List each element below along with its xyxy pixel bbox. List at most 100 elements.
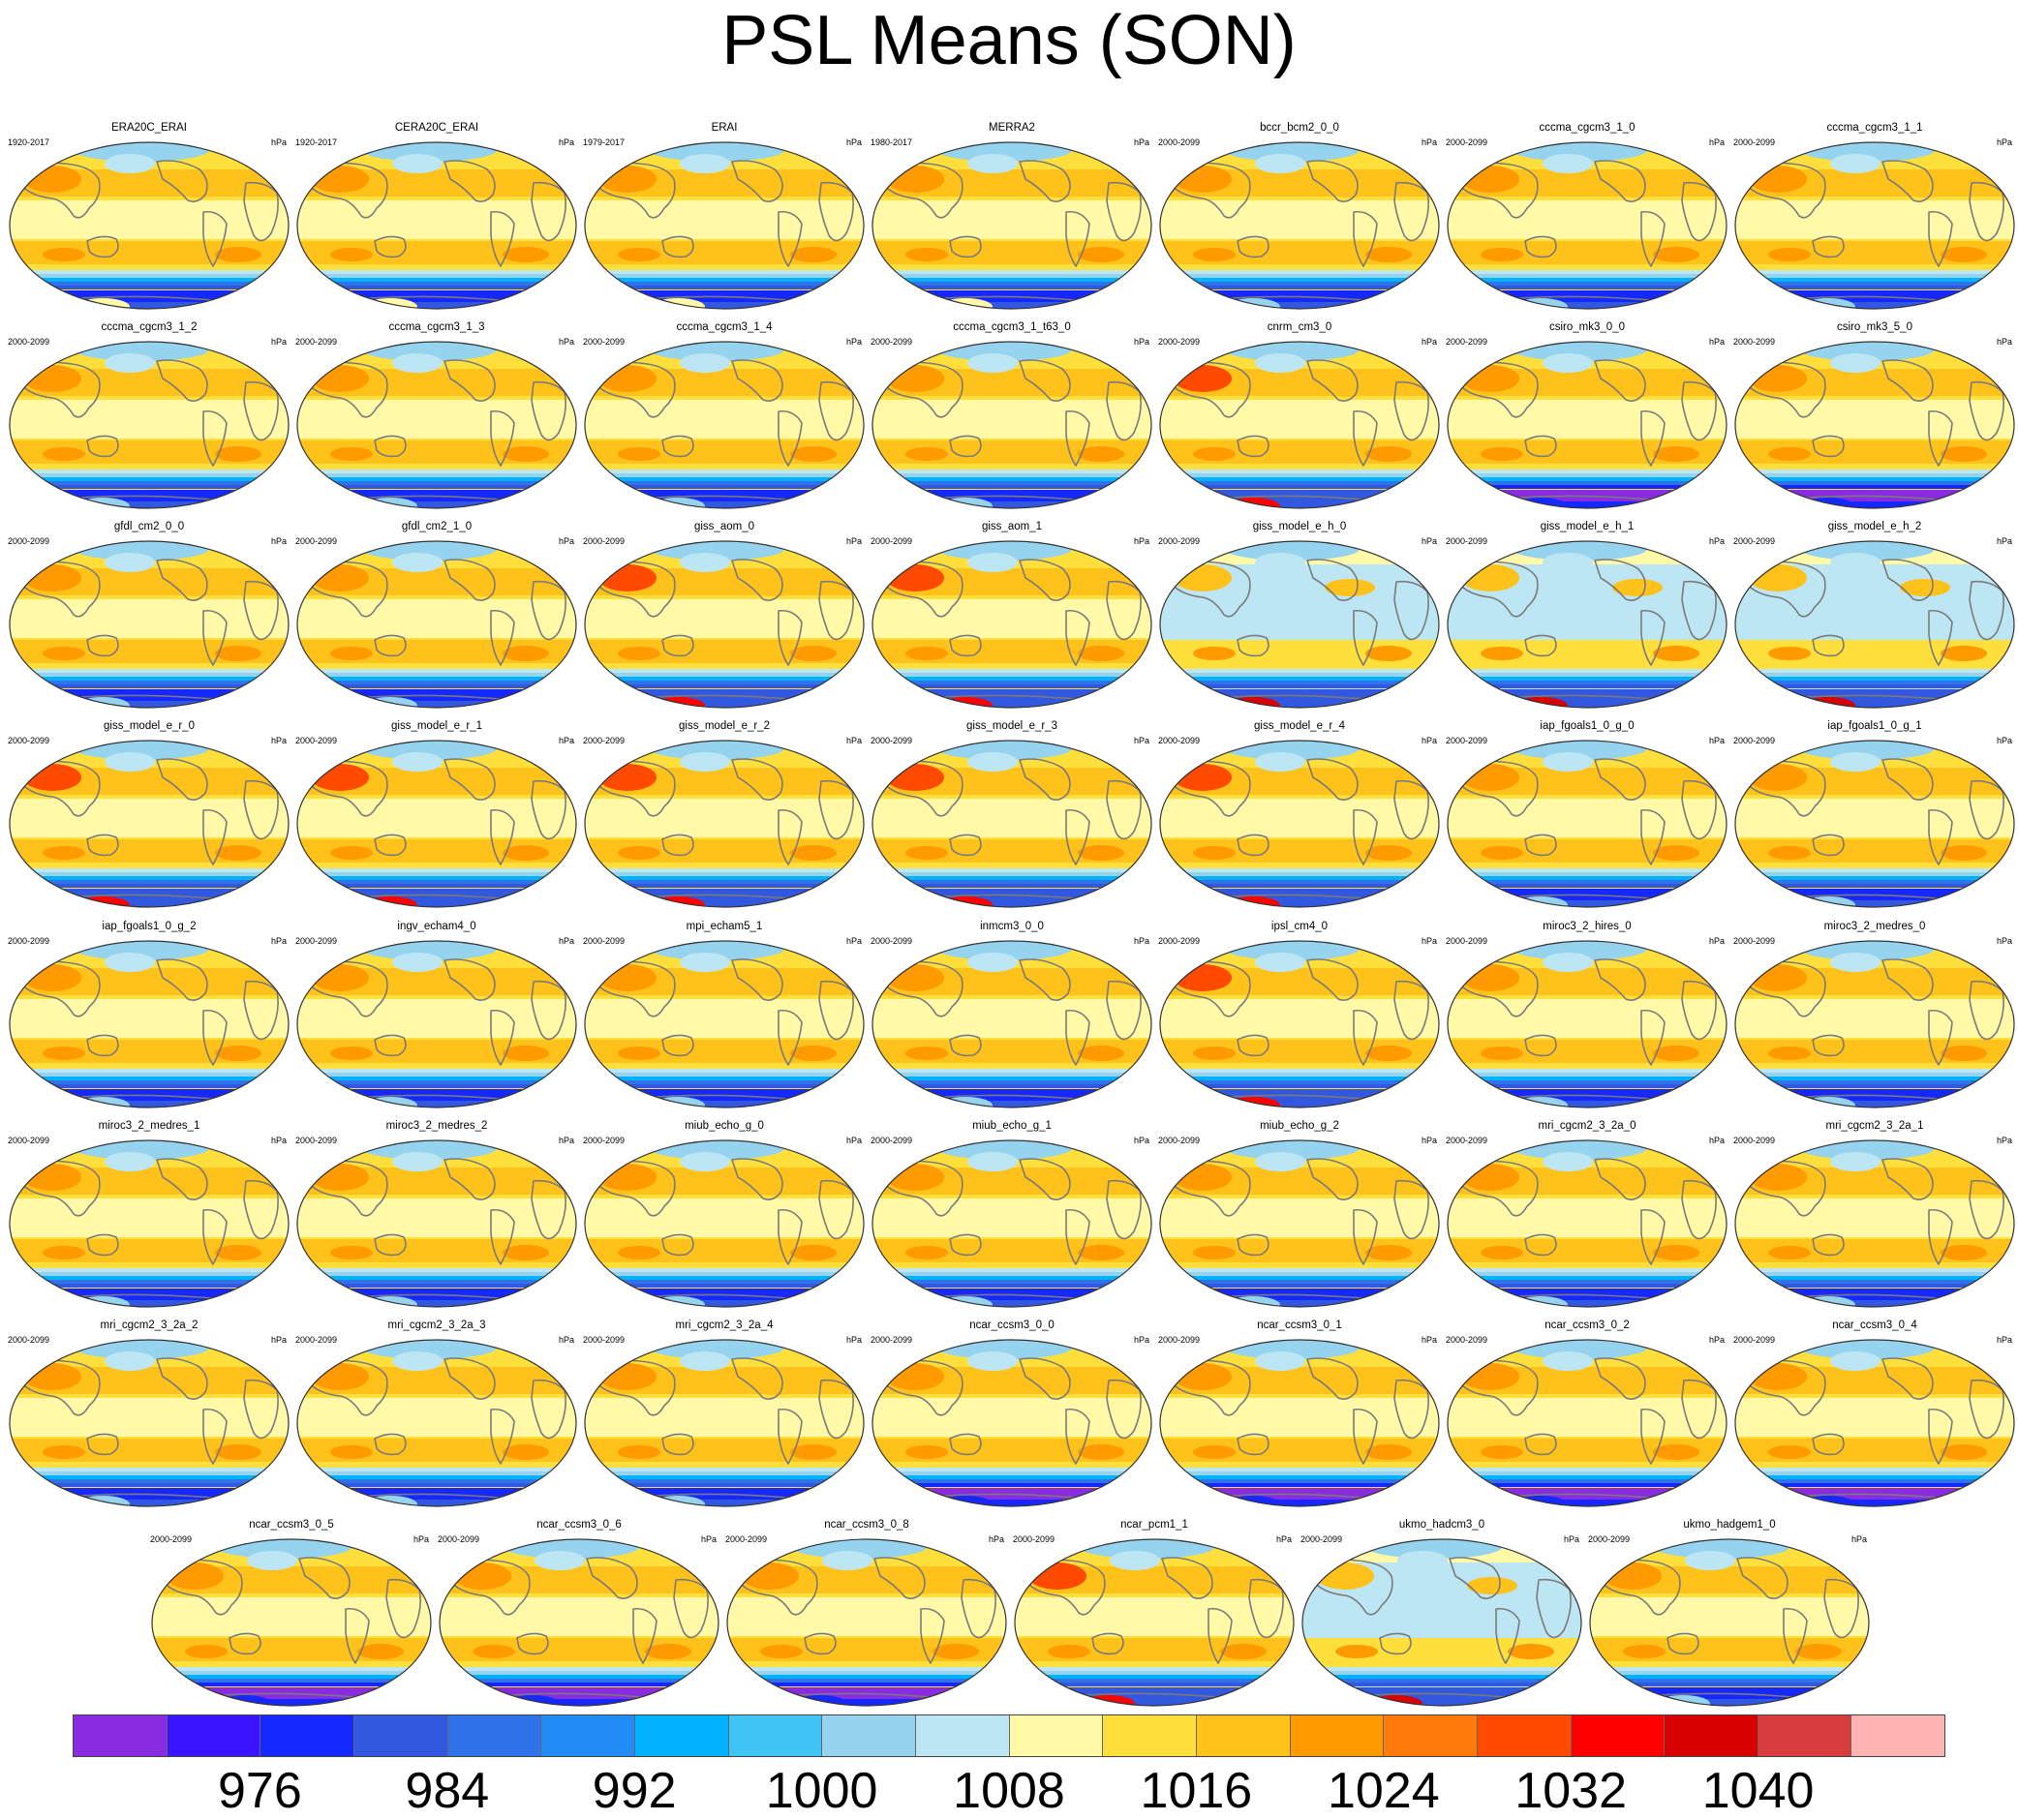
southern-ocean-low <box>585 282 864 286</box>
panel-title: miroc3_2_medres_0 <box>1823 921 1926 932</box>
pacific-high <box>749 1178 800 1196</box>
coastline-australia <box>1524 1034 1557 1057</box>
coastline-asia <box>15 162 101 219</box>
psl-map <box>871 1339 1152 1507</box>
map-panel: giss_model_e_r_2 2000-2099 hPa <box>581 719 868 909</box>
equatorial-trough <box>1448 200 1727 239</box>
coastline-south-america <box>1640 609 1666 666</box>
southern-ocean-low <box>10 477 289 481</box>
map-outline <box>584 740 865 908</box>
psl-map <box>1159 1139 1440 1308</box>
coastline-asia <box>877 1359 963 1416</box>
icelandic-low <box>817 152 852 167</box>
coastline-south-america <box>1353 1408 1378 1465</box>
map-outline <box>9 141 290 310</box>
psl-map <box>296 540 577 709</box>
panel-title: ERAI <box>711 122 738 134</box>
pacific-high <box>1900 180 1950 197</box>
coastline-asia <box>1595 1559 1681 1616</box>
panel-units: hPa <box>1133 736 1149 745</box>
coastline-australia <box>86 435 119 458</box>
coastline-africa <box>818 1179 854 1240</box>
pacific-high <box>462 778 512 796</box>
coastline-south-america <box>202 1408 228 1465</box>
icelandic-low <box>1392 551 1427 566</box>
coastline-africa <box>818 980 854 1041</box>
panel-units: hPa <box>558 1136 574 1145</box>
panel-period: 1920-2017 <box>8 137 50 147</box>
panel-title: cccma_cgcm3_1_0 <box>1539 122 1636 134</box>
siberian-high <box>1461 1164 1519 1191</box>
coastline-north-america <box>1736 1557 1789 1599</box>
coastline-australia <box>1812 1233 1845 1257</box>
pacific-high <box>174 579 225 596</box>
coastline-south-america <box>1065 410 1090 467</box>
coastline-australia <box>949 1433 982 1456</box>
icelandic-low <box>1822 1549 1857 1564</box>
aleutian-low <box>392 353 443 373</box>
southern-ocean-low <box>297 270 576 274</box>
coastline-south-america <box>1065 1208 1090 1265</box>
southern-ocean-low <box>1448 872 1727 876</box>
coastline-africa <box>1393 779 1429 840</box>
south-atlantic-high <box>1653 646 1699 661</box>
pacific-high <box>1900 379 1950 397</box>
equatorial-trough <box>872 999 1151 1038</box>
panel-period: 2000-2099 <box>8 536 50 546</box>
map-outline <box>296 341 577 509</box>
siberian-high <box>23 1363 81 1390</box>
coastline-australia <box>1237 235 1269 258</box>
south-atlantic-high <box>503 247 549 262</box>
southern-ocean-low <box>1448 485 1727 489</box>
coastline-africa <box>243 181 279 242</box>
coastline-australia <box>516 1632 549 1655</box>
indian-ocean-high <box>1623 1645 1666 1658</box>
siberian-high <box>1461 166 1519 193</box>
equatorial-trough <box>872 799 1151 837</box>
icelandic-low <box>1968 1150 2003 1166</box>
icelandic-low <box>817 1150 852 1166</box>
psl-map <box>296 141 577 310</box>
icelandic-low <box>530 1350 565 1365</box>
icelandic-low <box>242 551 277 566</box>
page-title: PSL Means (SON) <box>721 2 1297 79</box>
coastline-south-america <box>1783 1607 1808 1664</box>
southern-ocean-low <box>727 1675 1006 1679</box>
panel-title: cccma_cgcm3_1_t63_0 <box>953 321 1071 333</box>
southern-ocean-low <box>585 1073 864 1077</box>
psl-map <box>9 540 290 709</box>
coastline-south-america <box>1353 1208 1378 1265</box>
southern-ocean-low <box>1448 282 1727 286</box>
siberian-high <box>1174 764 1232 791</box>
southern-ocean-low <box>872 1272 1151 1276</box>
coastline-north-america <box>731 160 783 202</box>
southern-ocean-low <box>1160 884 1439 888</box>
southern-ocean-low <box>10 673 289 677</box>
southern-ocean-low <box>297 1471 576 1475</box>
psl-map <box>1734 940 2015 1108</box>
aleutian-low <box>1830 1351 1880 1371</box>
southern-ocean-low <box>10 1272 289 1276</box>
panel-units: hPa <box>845 1335 862 1345</box>
coastline-africa <box>1393 980 1429 1041</box>
southern-ocean-low <box>440 1671 719 1675</box>
coastline-south-america <box>778 1408 803 1465</box>
southern-ocean-low <box>10 278 289 282</box>
southern-ocean-low <box>1160 473 1439 477</box>
siberian-high <box>1461 964 1519 991</box>
map-outline <box>1301 1538 1582 1707</box>
coastline-africa <box>1106 380 1142 441</box>
coastline-australia <box>661 834 694 857</box>
coastline-north-america <box>1594 559 1646 601</box>
psl-map <box>9 341 290 509</box>
map-outline <box>1589 1538 1870 1707</box>
aleutian-low <box>967 1152 1018 1171</box>
siberian-high <box>1174 564 1232 592</box>
panel-units: hPa <box>1421 337 1437 347</box>
south-atlantic-high <box>503 845 549 861</box>
southern-ocean-low <box>1735 1272 2014 1276</box>
psl-map <box>584 1339 865 1507</box>
coastline-africa <box>1393 181 1429 242</box>
aleutian-low <box>680 1152 730 1171</box>
coastline-south-america <box>490 808 515 865</box>
